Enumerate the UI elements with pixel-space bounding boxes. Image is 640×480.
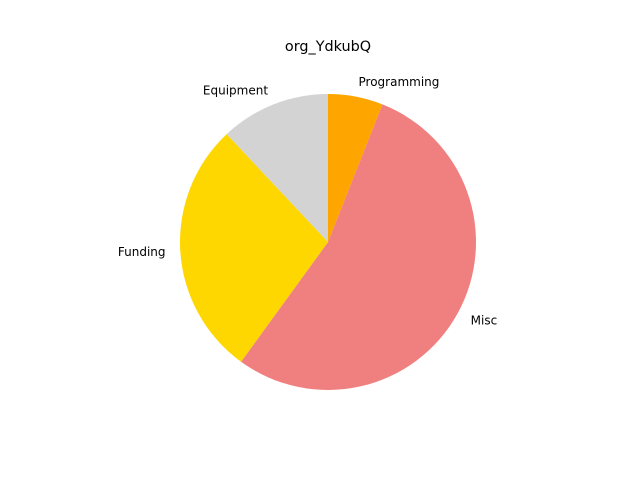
chart-title: org_YdkubQ: [285, 39, 371, 55]
pie-slice-equipment: [226, 94, 328, 242]
pie-slice-misc: [241, 104, 476, 391]
slice-label-funding: Funding: [118, 245, 166, 259]
pie-slice-programming: [328, 94, 383, 242]
slice-label-misc: Misc: [471, 313, 498, 327]
pie-slices: [179, 94, 476, 391]
slice-label-programming: Programming: [359, 75, 440, 89]
pie-labels: Programming Misc Funding Equipment: [118, 75, 497, 327]
slice-label-equipment: Equipment: [203, 84, 268, 98]
pie-slice-funding: [179, 134, 328, 362]
